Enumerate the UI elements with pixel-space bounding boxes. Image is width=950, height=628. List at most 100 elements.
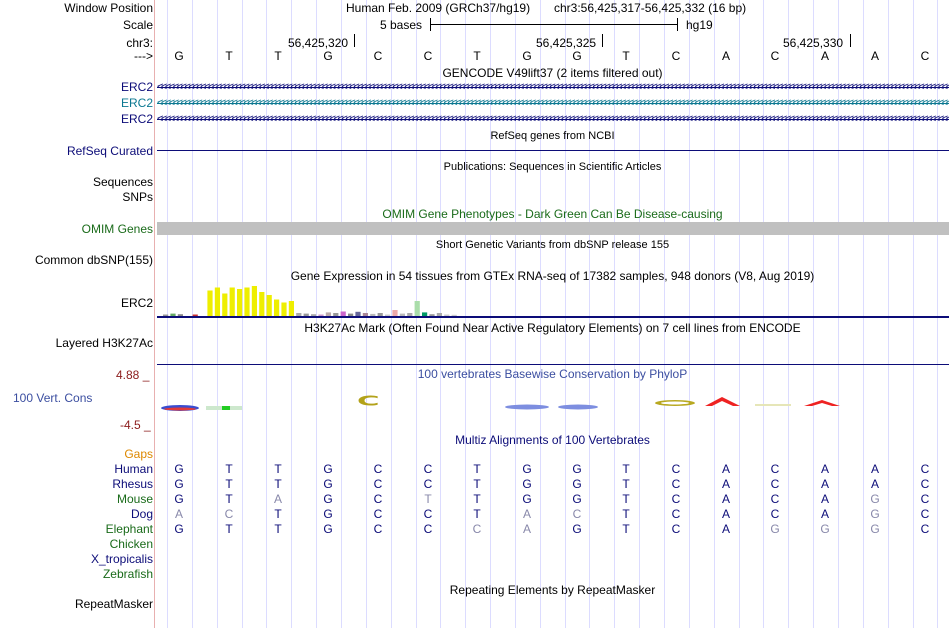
multiz-base: T — [473, 462, 481, 476]
gtex-tissue-bar[interactable] — [355, 311, 361, 316]
gtex-tissue-bar[interactable] — [340, 311, 346, 317]
grid-line — [739, 0, 740, 628]
multiz-base: G — [323, 522, 333, 536]
gencode-item-2-label[interactable]: ERC2 — [120, 96, 153, 110]
refseq-label[interactable]: RefSeq Curated — [66, 144, 153, 158]
gtex-tissue-bar[interactable] — [385, 314, 391, 317]
gtex-tissue-bar[interactable] — [207, 290, 213, 317]
coord-2-tick — [602, 34, 603, 47]
gtex-tissue-bar[interactable] — [288, 301, 294, 316]
multiz-base: A — [174, 507, 183, 521]
multiz-base: G — [820, 522, 830, 536]
gtex-tissue-bar[interactable] — [348, 313, 354, 316]
gtex-tissue-bar[interactable] — [214, 287, 220, 317]
refseq-title[interactable]: RefSeq genes from NCBI — [490, 130, 615, 142]
multiz-species-label[interactable]: Dog — [130, 507, 153, 521]
cons-title[interactable]: 100 vertebrates Basewise Conservation by… — [417, 367, 688, 381]
multiz-base: C — [572, 507, 582, 521]
sequence-base: G — [522, 49, 532, 63]
gencode-item-3-label[interactable]: ERC2 — [120, 112, 153, 126]
gtex-tissue-bar[interactable] — [163, 314, 169, 317]
omim-label[interactable]: OMIM Genes — [81, 222, 153, 236]
gtex-tissue-bar[interactable] — [281, 302, 287, 317]
gtex-tissue-bar[interactable] — [259, 292, 265, 316]
dbsnp-title[interactable]: Short Genetic Variants from dbSNP releas… — [435, 239, 670, 251]
gtex-title[interactable]: Gene Expression in 54 tissues from GTEx … — [290, 269, 815, 283]
scale-text: 5 bases — [380, 18, 423, 32]
gtex-tissue-bar[interactable] — [399, 313, 405, 316]
multiz-species-label[interactable]: Elephant — [105, 522, 153, 536]
multiz-base: A — [522, 522, 531, 536]
gtex-tissue-bar[interactable] — [333, 313, 339, 316]
gtex-tissue-bar[interactable] — [414, 301, 420, 316]
gtex-tissue-bar[interactable] — [422, 312, 428, 316]
multiz-species-label[interactable]: Chicken — [109, 537, 153, 551]
cons-label[interactable]: 100 Vert. Cons — [13, 391, 93, 405]
gtex-tissue-bar[interactable] — [222, 293, 228, 317]
gtex-tissue-bar[interactable] — [362, 313, 368, 316]
gtex-tissue-bar[interactable] — [229, 287, 235, 317]
gtex-tissue-bar[interactable] — [192, 314, 198, 317]
multiz-species-label[interactable]: Zebrafish — [102, 567, 153, 581]
multiz-base: A — [721, 462, 730, 476]
gtex-tissue-bar[interactable] — [325, 312, 331, 316]
gtex-tissue-bar[interactable] — [266, 295, 272, 316]
gtex-tissue-bar[interactable] — [377, 313, 383, 316]
scale-bar — [430, 24, 678, 25]
gtex-tissue-bar[interactable] — [237, 289, 243, 316]
gtex-tissue-bar[interactable] — [436, 313, 442, 316]
multiz-species-label[interactable]: Human — [114, 462, 153, 476]
refseq-line[interactable] — [157, 150, 949, 151]
multiz-species-label[interactable]: X_tropicalis — [90, 552, 153, 566]
gtex-tissue-bar[interactable] — [170, 313, 176, 316]
multiz-species-label[interactable]: Mouse — [116, 492, 153, 506]
gtex-tissue-bar[interactable] — [244, 287, 250, 317]
publications-snps-label[interactable]: SNPs — [122, 190, 153, 204]
assembly-title: Human Feb. 2009 (GRCh37/hg19) — [346, 1, 531, 15]
gtex-tissue-bar[interactable] — [296, 313, 302, 316]
gencode-item-3-arrows: <<<<<<<<<<<<<<<<<<<<<<<<<<<<<<<<<<<<<<<<… — [157, 114, 949, 124]
sequence-base: C — [671, 49, 681, 63]
multiz-title[interactable]: Multiz Alignments of 100 Vertebrates — [455, 433, 650, 447]
gtex-tissue-bar[interactable] — [318, 314, 324, 317]
gtex-tissue-bar[interactable] — [177, 314, 183, 316]
gtex-tissue-bar[interactable] — [274, 299, 280, 317]
grid-line — [242, 0, 243, 628]
db-name: hg19 — [686, 18, 713, 32]
gtex-label[interactable]: ERC2 — [120, 296, 153, 310]
repeatmasker-title[interactable]: Repeating Elements by RepeatMasker — [449, 583, 656, 597]
gtex-tissue-bar[interactable] — [451, 314, 457, 316]
gtex-tissue-bar[interactable] — [251, 286, 257, 316]
gencode-item-1-line[interactable] — [157, 87, 949, 88]
gtex-tissue-bar[interactable] — [303, 313, 309, 316]
gencode-item-2-line[interactable] — [157, 103, 949, 104]
gencode-title[interactable]: GENCODE V49lift37 (2 items filtered out) — [442, 66, 663, 80]
omim-title[interactable]: OMIM Gene Phenotypes - Dark Green Can Be… — [382, 207, 723, 221]
multiz-base: A — [721, 507, 730, 521]
multiz-species-label[interactable]: Rhesus — [112, 477, 153, 491]
cons-logo-letter-a-1 — [705, 397, 740, 406]
gtex-tissue-bar[interactable] — [370, 313, 376, 316]
grid-line — [540, 0, 541, 628]
multiz-gaps-label[interactable]: Gaps — [124, 447, 153, 461]
h3k27ac-label[interactable]: Layered H3K27Ac — [55, 336, 153, 350]
gtex-tissue-bar[interactable] — [392, 310, 398, 316]
publications-sequences-label[interactable]: Sequences — [92, 175, 153, 189]
gtex-tissue-bar[interactable] — [429, 314, 435, 316]
grid-line — [937, 0, 938, 628]
gtex-tissue-bar[interactable] — [407, 313, 413, 316]
gencode-item-3-line[interactable] — [157, 119, 949, 120]
omim-feature-bar[interactable] — [157, 222, 949, 235]
publications-title[interactable]: Publications: Sequences in Scientific Ar… — [443, 161, 662, 173]
position-readout[interactable]: chr3:56,425,317-56,425,332 (16 bp) — [554, 1, 747, 15]
multiz-base: G — [522, 492, 532, 506]
gtex-baseline — [157, 316, 949, 318]
h3k27ac-title[interactable]: H3K27Ac Mark (Often Found Near Active Re… — [304, 321, 801, 335]
dbsnp-label[interactable]: Common dbSNP(155) — [34, 253, 153, 267]
gencode-item-1-label[interactable]: ERC2 — [120, 80, 153, 94]
gtex-tissue-bar[interactable] — [444, 314, 450, 317]
repeatmasker-label[interactable]: RepeatMasker — [74, 597, 153, 611]
gtex-tissue-bar[interactable] — [311, 314, 317, 316]
